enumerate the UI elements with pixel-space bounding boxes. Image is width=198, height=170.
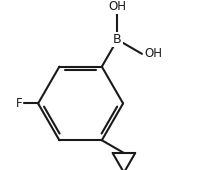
- Text: OH: OH: [109, 0, 126, 13]
- Text: F: F: [16, 97, 23, 110]
- Text: B: B: [113, 33, 122, 46]
- Text: OH: OH: [145, 47, 163, 60]
